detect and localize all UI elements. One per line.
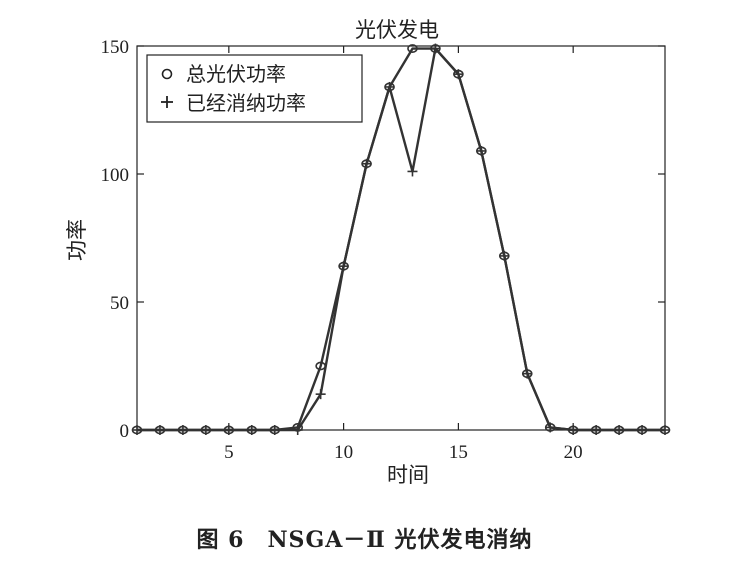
data-point-plus xyxy=(361,158,372,169)
data-point-plus xyxy=(132,425,142,435)
chart: 光伏发电 5 10 15 20 0 50 100 150 时间 功率 总光伏功率 已经消纳功… xyxy=(65,18,671,487)
data-point-plus xyxy=(407,166,418,177)
legend-box xyxy=(146,54,363,123)
data-point-plus xyxy=(246,425,257,435)
data-point-plus xyxy=(315,389,326,400)
x-axis-label: 时间 xyxy=(387,463,429,487)
data-point-plus xyxy=(545,422,556,433)
y-axis: 0 50 100 150 xyxy=(101,37,665,442)
legend-plus-marker xyxy=(161,96,173,108)
data-point-plus xyxy=(499,250,510,261)
x-tick-label: 5 xyxy=(224,442,234,463)
data-point-plus xyxy=(522,368,533,379)
data-point-circle xyxy=(407,44,418,53)
data-point-plus xyxy=(338,261,349,272)
data-point-plus xyxy=(637,425,648,435)
data-point-plus xyxy=(660,425,670,435)
data-point-plus xyxy=(154,425,165,435)
y-tick-label: 50 xyxy=(110,293,129,314)
data-point-plus xyxy=(200,425,211,435)
figure-caption: 图 6 NSGA－Ⅱ 光伏发电消纳 xyxy=(196,527,533,553)
y-tick-label: 0 xyxy=(120,421,130,442)
data-point-plus xyxy=(384,81,395,92)
data-point-plus xyxy=(476,145,487,156)
x-tick-label: 15 xyxy=(449,442,468,463)
y-tick-label: 100 xyxy=(101,165,130,186)
data-point-circle xyxy=(315,361,326,371)
data-point-plus xyxy=(453,69,464,80)
data-point-plus xyxy=(177,425,188,435)
data-point-plus xyxy=(614,425,625,435)
data-point-plus xyxy=(568,425,579,435)
legend-entry-absorbed: 已经消纳功率 xyxy=(186,91,306,115)
legend-circle-marker xyxy=(161,68,173,80)
series-markers xyxy=(131,43,671,435)
x-tick-label: 20 xyxy=(564,442,583,463)
plot-area xyxy=(136,45,666,431)
y-tick-label: 150 xyxy=(101,37,130,58)
chart-title: 光伏发电 xyxy=(355,18,439,42)
data-point-plus xyxy=(591,425,602,435)
x-tick-label: 10 xyxy=(334,442,353,463)
data-point-plus xyxy=(223,425,234,435)
data-point-plus xyxy=(269,425,280,435)
data-point-plus xyxy=(430,43,441,54)
y-axis-label: 功率 xyxy=(65,219,89,261)
legend: 总光伏功率 已经消纳功率 xyxy=(146,54,363,123)
data-point-plus xyxy=(292,425,303,435)
legend-entry-total: 总光伏功率 xyxy=(186,62,286,86)
